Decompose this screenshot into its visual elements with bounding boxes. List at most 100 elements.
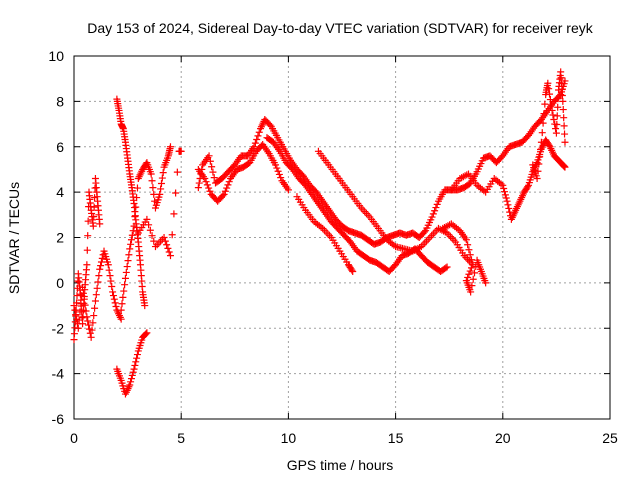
data-point xyxy=(206,187,214,195)
data-point xyxy=(554,95,562,103)
data-point xyxy=(421,239,429,247)
data-point xyxy=(166,143,174,151)
data-point xyxy=(255,128,263,136)
x-tick-label: 0 xyxy=(70,430,78,446)
x-tick-label: 20 xyxy=(495,430,511,446)
data-point xyxy=(143,215,151,223)
data-point xyxy=(143,329,151,337)
data-point xyxy=(540,110,548,118)
data-point xyxy=(420,228,428,236)
data-point xyxy=(469,275,477,283)
data-point xyxy=(150,190,158,198)
data-point xyxy=(97,258,105,266)
data-point xyxy=(157,185,165,193)
data-point xyxy=(157,180,165,188)
data-point xyxy=(133,194,141,202)
data-point xyxy=(558,86,566,94)
data-point xyxy=(424,235,432,243)
data-point xyxy=(194,184,202,192)
data-point xyxy=(552,125,560,133)
data-point xyxy=(253,135,261,143)
y-tick-label: 0 xyxy=(56,275,64,291)
data-point xyxy=(172,189,180,197)
data-point xyxy=(524,183,532,191)
data-point xyxy=(533,175,541,183)
data-point xyxy=(553,112,561,120)
data-point xyxy=(320,226,328,234)
data-point xyxy=(150,237,158,245)
data-point xyxy=(284,186,292,194)
data-point xyxy=(129,368,137,376)
series-track-9 xyxy=(263,134,451,276)
data-point xyxy=(130,222,138,230)
data-point xyxy=(205,152,213,160)
data-point xyxy=(74,277,82,285)
data-point xyxy=(126,381,134,389)
data-point xyxy=(87,333,95,341)
data-point xyxy=(86,329,94,337)
data-point xyxy=(127,236,135,244)
data-point xyxy=(359,206,367,214)
data-point xyxy=(70,302,78,310)
data-point xyxy=(84,232,92,240)
data-point xyxy=(93,284,101,292)
data-point xyxy=(73,320,81,328)
data-point xyxy=(502,194,510,202)
data-point xyxy=(210,174,218,182)
data-point xyxy=(95,272,103,280)
tick-labels: 0 5 10 15 20 25 -6 -4 -2 0 2 4 6 8 10 xyxy=(48,48,618,446)
data-point xyxy=(173,168,181,176)
y-axis-label: SDTVAR / TECUs xyxy=(6,182,22,294)
data-point xyxy=(467,288,475,296)
y-tick-label: 8 xyxy=(56,93,64,109)
data-point xyxy=(177,147,185,155)
data-point xyxy=(165,248,173,256)
x-tick-label: 25 xyxy=(602,430,618,446)
data-point xyxy=(105,266,113,274)
data-point xyxy=(91,304,99,312)
data-point xyxy=(463,171,471,179)
y-tick-label: -4 xyxy=(52,366,65,382)
data-point xyxy=(272,161,280,169)
data-point xyxy=(560,122,568,130)
data-point xyxy=(208,163,216,171)
data-point xyxy=(446,233,454,241)
data-point xyxy=(205,184,213,192)
data-point xyxy=(148,232,156,240)
data-point xyxy=(557,74,565,82)
data-point xyxy=(84,217,92,225)
data-point xyxy=(223,184,231,192)
data-point xyxy=(538,129,546,137)
data-point xyxy=(546,90,554,98)
data-point xyxy=(82,307,90,315)
data-point xyxy=(96,265,104,273)
data-point xyxy=(109,288,117,296)
data-point xyxy=(558,91,566,99)
data-point xyxy=(466,267,474,275)
data-point xyxy=(80,295,88,303)
data-point xyxy=(72,311,80,319)
data-point xyxy=(501,191,509,199)
data-point xyxy=(552,129,560,137)
data-point xyxy=(545,85,553,93)
data-point xyxy=(349,268,357,276)
y-tick-label: 2 xyxy=(56,230,64,246)
data-point xyxy=(497,180,505,188)
data-point xyxy=(504,201,512,209)
y-tick-label: 4 xyxy=(56,184,64,200)
data-point xyxy=(149,184,157,192)
data-point xyxy=(431,207,439,215)
series-track-7 xyxy=(194,77,569,248)
data-point xyxy=(76,290,84,298)
y-tick-label: -2 xyxy=(52,320,65,336)
data-point xyxy=(127,378,135,386)
data-point xyxy=(209,168,217,176)
series-track-11 xyxy=(314,147,477,269)
data-point xyxy=(499,181,507,189)
data-point xyxy=(133,351,141,359)
data-point xyxy=(273,164,281,172)
data-point xyxy=(465,270,473,278)
data-point xyxy=(546,96,554,104)
data-point xyxy=(561,163,569,171)
data-point xyxy=(254,132,262,140)
